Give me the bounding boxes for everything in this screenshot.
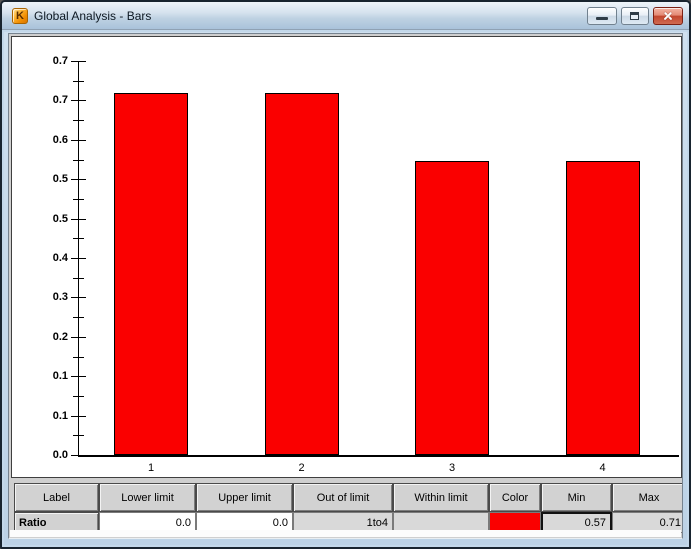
y-minor-tick (73, 159, 84, 161)
y-tick-label: 0.4 (52, 252, 68, 264)
y-major-tick (71, 61, 86, 62)
header-upper-limit: Upper limit (196, 483, 293, 512)
x-tick-label: 2 (298, 462, 305, 474)
y-major-tick (71, 336, 86, 338)
bar (114, 92, 188, 455)
header-min: Min (541, 483, 612, 512)
header-color: Color (489, 483, 541, 512)
y-minor-tick (73, 80, 84, 82)
minimize-button[interactable] (587, 6, 617, 25)
bar (264, 92, 339, 455)
color-swatch (490, 513, 540, 532)
y-tick-label: 0.7 (52, 55, 68, 67)
restore-button[interactable] (621, 6, 649, 25)
restore-icon (630, 11, 639, 20)
y-major-tick (71, 100, 86, 102)
y-minor-tick (73, 198, 84, 200)
y-major-tick (71, 297, 86, 299)
app-icon[interactable]: K (12, 7, 28, 24)
y-major-tick (71, 218, 86, 220)
plot-area: 0.7 0.7 0.6 0.5 0.5 0.4 0.3 0.2 0.1 0.1 0.0 1 2 3 4 (12, 37, 681, 477)
client-area: 0.7 0.7 0.6 0.5 0.5 0.4 0.3 0.2 0.1 0.1 0.0 1 2 3 4 La… (4, 32, 687, 545)
window-title: Global Analysis - Bars (34, 8, 152, 23)
y-tick-label: 0.7 (52, 94, 68, 107)
y-tick-label: 0.5 (52, 212, 68, 225)
y-minor-tick (73, 120, 84, 122)
header-out-of-limit: Out of limit (293, 483, 393, 512)
y-tick-label: 0.1 (52, 370, 68, 383)
y-tick-label: 0.6 (52, 133, 68, 146)
window-controls (587, 6, 683, 25)
y-tick-label: 0.3 (52, 291, 68, 304)
y-major-tick (71, 415, 86, 417)
y-minor-tick (73, 435, 84, 437)
y-minor-tick (73, 277, 84, 279)
y-major-tick (71, 258, 86, 259)
y-major-tick (71, 455, 86, 456)
header-max: Max (612, 483, 682, 512)
header-label: Label (14, 483, 99, 512)
cell-max[interactable]: 0.71 (612, 512, 682, 533)
bar (415, 160, 489, 455)
y-tick-label: 0.1 (52, 409, 68, 422)
titlebar[interactable]: K Global Analysis - Bars (2, 2, 689, 30)
table-header-row: Label Lower limit Upper limit Out of lim… (14, 483, 682, 512)
bar (565, 160, 640, 455)
content-frame: 0.7 0.7 0.6 0.5 0.5 0.4 0.3 0.2 0.1 0.1 0.0 1 2 3 4 La… (8, 33, 683, 539)
cell-out-of-limit[interactable]: 1to4 (293, 512, 393, 533)
close-button[interactable] (653, 6, 683, 25)
header-lower-limit: Lower limit (99, 483, 196, 512)
y-major-tick (71, 179, 86, 181)
y-minor-tick (73, 356, 84, 358)
y-tick-label: 0.0 (52, 449, 68, 461)
x-axis-line (78, 455, 679, 457)
cell-upper-limit[interactable]: 0.0 (196, 512, 293, 533)
y-major-tick (71, 376, 86, 378)
x-tick-label: 3 (448, 462, 456, 474)
y-minor-tick (73, 317, 84, 319)
x-tick-label: 1 (147, 462, 155, 474)
cell-lower-limit[interactable]: 0.0 (99, 512, 196, 533)
bottom-strip (10, 530, 681, 537)
header-within-limit: Within limit (393, 483, 489, 512)
cell-row-label[interactable]: Ratio (14, 512, 99, 533)
y-minor-tick (73, 395, 84, 397)
close-icon (662, 11, 674, 21)
chart-panel: 0.7 0.7 0.6 0.5 0.5 0.4 0.3 0.2 0.1 0.1 0.0 1 2 3 4 (11, 36, 682, 478)
x-tick-label: 4 (599, 462, 606, 474)
y-tick-label: 0.2 (52, 330, 68, 343)
minimize-icon (596, 16, 608, 20)
y-minor-tick (73, 238, 84, 240)
y-major-tick (71, 139, 86, 141)
y-tick-label: 0.5 (52, 173, 68, 186)
limits-table: Label Lower limit Upper limit Out of lim… (14, 483, 682, 533)
